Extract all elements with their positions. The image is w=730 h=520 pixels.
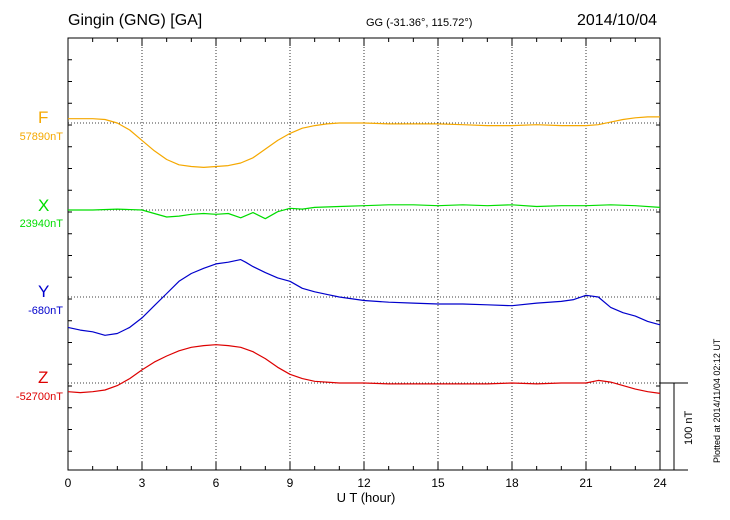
scale-bar-label: 100 nT	[683, 410, 695, 445]
component-label-x: X	[38, 196, 50, 215]
plotted-timestamp: Plotted at 2014/11/04 02:12 UT	[712, 338, 722, 463]
x-tick-label: 9	[287, 476, 294, 490]
series-line-y	[67, 259, 661, 336]
series-line-z	[67, 344, 661, 394]
x-tick-label: 15	[431, 476, 445, 490]
scale-bar: 100 nT	[660, 382, 695, 471]
component-label-f: F	[38, 108, 49, 127]
station-coordinates: GG (-31.36°, 115.72°)	[366, 17, 473, 29]
x-tick-label: 6	[213, 476, 220, 490]
x-tick-label: 21	[579, 476, 593, 490]
grid-lines	[141, 38, 587, 470]
observation-date: 2014/10/04	[577, 12, 658, 29]
x-tick-label: 12	[357, 476, 371, 490]
x-tick-label: 18	[505, 476, 519, 490]
series-line-f	[68, 116, 660, 168]
baseline-label-z: -52700nT	[15, 391, 63, 403]
series-line-x	[68, 204, 661, 220]
component-label-z: Z	[38, 368, 49, 387]
baseline-label-x: 23940nT	[19, 218, 63, 230]
x-tick-label: 3	[139, 476, 146, 490]
x-tick-label: 24	[653, 476, 667, 490]
baseline-label-y: -680nT	[28, 305, 63, 317]
component-label-y: Y	[38, 282, 50, 301]
station-title: Gingin (GNG) [GA]	[68, 12, 203, 29]
tick-marks: 0 3 6 9 12 15 18 21 24	[65, 38, 667, 490]
data-series	[67, 116, 661, 394]
x-axis-label: U T (hour)	[337, 490, 396, 505]
x-tick-label: 0	[65, 476, 72, 490]
baseline-label-f: 57890nT	[19, 131, 63, 143]
